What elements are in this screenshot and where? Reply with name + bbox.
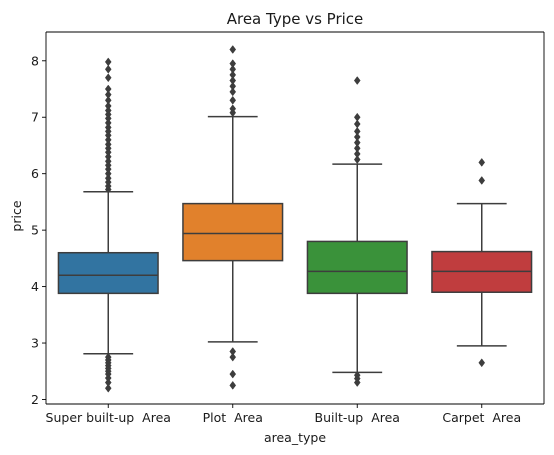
box-group-3 [306,76,408,387]
outlier-point [353,149,361,159]
outlier-point [229,369,237,379]
outlier-point [229,76,237,85]
outlier-point [104,57,112,67]
outlier-point [229,64,237,74]
outlier-point [478,358,486,368]
outlier-point [353,76,361,85]
y-tick-label: 6 [31,166,39,181]
x-axis-label: area_type [264,430,326,445]
y-tick-label: 4 [31,279,39,294]
outlier-point [104,139,112,149]
outlier-point [353,370,361,380]
x-tick-label: Built-up Area [315,410,400,425]
outlier-point [104,64,112,74]
x-tick-label: Super built-up Area [46,410,171,425]
y-tick-label: 7 [31,110,39,125]
box-group-4 [431,157,533,368]
outlier-point [104,152,112,162]
outlier-point [229,45,237,54]
outlier-point [104,122,112,132]
outlier-point [229,104,237,114]
y-tick-label: 2 [31,392,39,407]
outlier-point [229,95,237,105]
outlier-point [478,157,486,167]
outlier-point [229,347,237,356]
outlier-point [104,118,112,128]
outlier-point [104,352,112,362]
x-tick-label: Carpet Area [442,410,521,425]
outlier-point [104,101,112,111]
outlier-point [353,119,361,129]
outlier-point [229,380,237,390]
outlier-point [104,135,112,145]
outlier-point [104,95,112,105]
outlier-point [353,155,361,164]
box-group-2 [182,45,284,390]
outlier-point [104,73,112,83]
outlier-point [104,84,112,94]
y-tick-label: 8 [31,53,39,68]
outlier-point [229,59,237,69]
outlier-point [104,106,112,115]
outlier-point [229,70,237,80]
outlier-point [104,156,112,166]
plot-area [57,45,533,393]
y-tick-label: 3 [31,336,39,351]
box-iqr [57,251,159,295]
box-iqr [182,202,284,262]
chart-title: Area Type vs Price [227,10,364,28]
outlier-point [104,383,112,393]
outlier-point [104,90,112,100]
outlier-point [478,176,486,185]
outlier-point [353,143,361,153]
outlier-point [104,173,112,183]
outlier-point [353,112,361,122]
outlier-point [104,169,112,179]
outlier-point [229,81,237,91]
y-axis-label: price [9,200,24,231]
y-tick-label: 5 [31,223,39,238]
outlier-point [229,87,237,97]
box-iqr [306,240,408,295]
x-tick-label: Plot Area [203,410,263,425]
outlier-point [104,378,112,387]
outlier-point [353,126,361,136]
outlier-point [353,132,361,142]
axes: 2 3 4 5 6 7 8 Super built-up Area Plot Area Built… [31,31,545,425]
outlier-point [229,352,237,362]
outlier-point [353,138,361,148]
box-group-1 [57,57,159,393]
